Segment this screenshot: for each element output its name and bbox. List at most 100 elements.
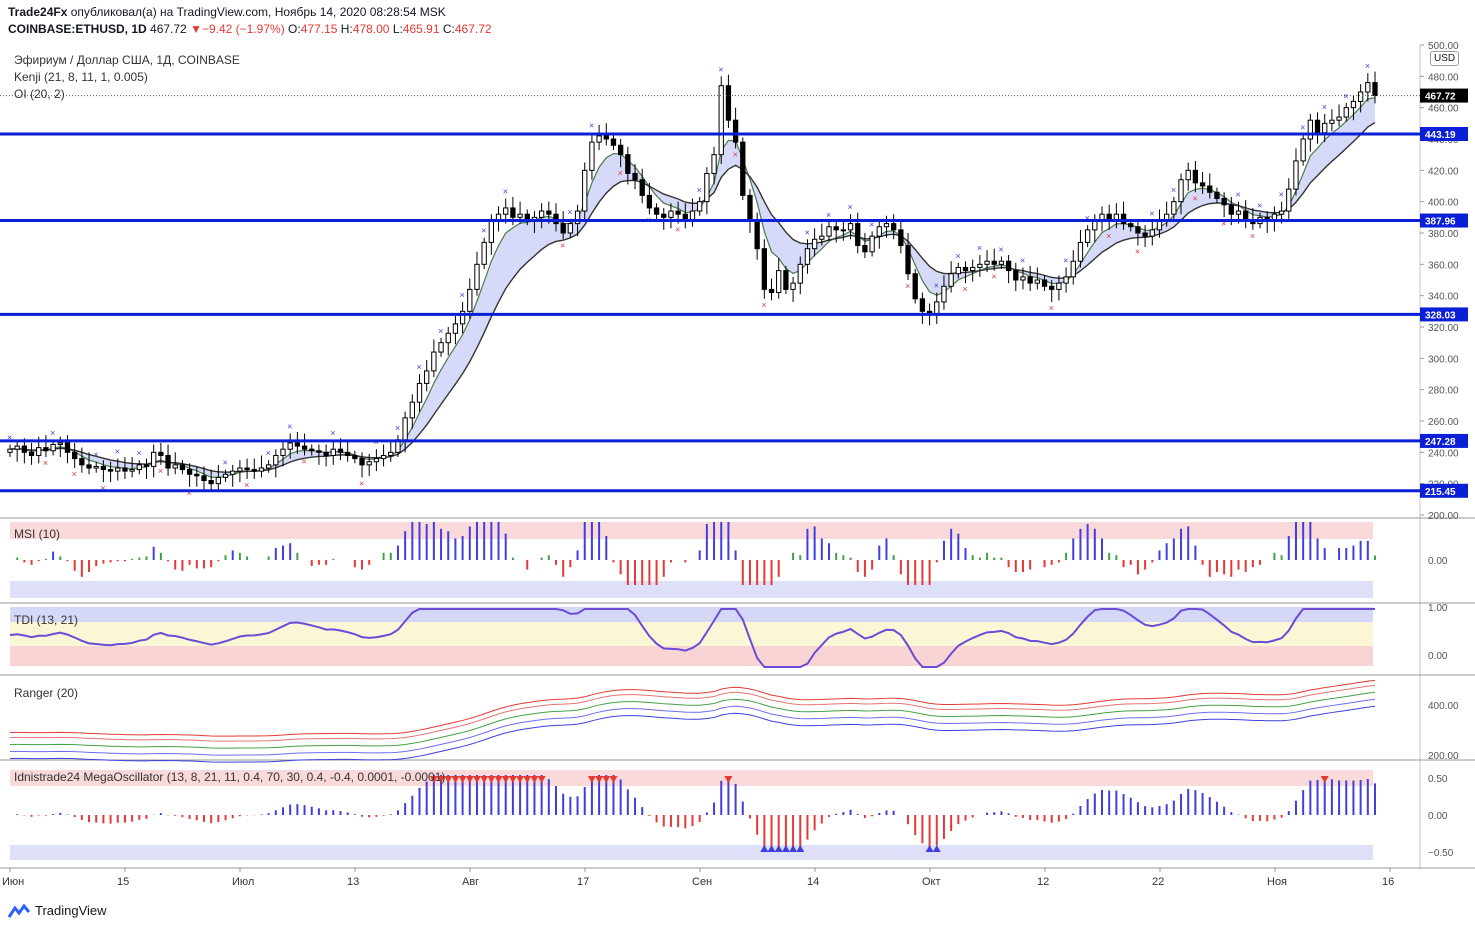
candle-body: [179, 464, 186, 471]
tdi-line: [9, 608, 1375, 668]
candle-body: [172, 464, 178, 469]
mega-sell-signal-icon: [609, 776, 618, 783]
buy-marker: ×: [718, 64, 723, 74]
candle-body: [891, 223, 897, 231]
candle-body: [459, 310, 466, 325]
candle-body: [366, 461, 372, 466]
currency-badge[interactable]: USD: [1430, 51, 1460, 66]
x-tick-label: Июл: [232, 876, 254, 888]
ranger-tick-label: 200.00: [1428, 751, 1459, 762]
candle-body: [431, 351, 437, 372]
buy-marker: ×: [1149, 208, 1154, 218]
footer-brand[interactable]: TradingView: [7, 903, 107, 918]
candle-body: [553, 213, 559, 225]
level-price-label: 387.96: [1425, 217, 1456, 228]
candle-body: [1314, 119, 1321, 134]
sell-marker: ×: [991, 272, 996, 282]
y-tick-label: 480.00: [1428, 72, 1459, 83]
sell-marker: ×: [1192, 193, 1197, 203]
buy-marker: ×: [589, 121, 594, 131]
candle-body: [510, 207, 516, 218]
candle-body: [416, 382, 423, 403]
x-tick-label: Окт: [922, 876, 941, 888]
candle-body: [287, 442, 293, 450]
msi-tick-label: 0.00: [1428, 556, 1448, 567]
candle-body: [754, 219, 760, 250]
mega-sell-signal-icon: [494, 776, 503, 783]
candle-body: [646, 194, 653, 209]
buy-marker: ×: [697, 185, 702, 195]
sell-marker: ×: [905, 281, 910, 291]
mega-sell-signal-icon: [451, 776, 460, 783]
buy-marker: ×: [934, 281, 939, 291]
candle-body: [1070, 260, 1076, 278]
x-tick-label: 22: [1152, 876, 1164, 888]
pane-msi-label[interactable]: MSI (10): [14, 527, 61, 541]
candle-body: [697, 201, 703, 212]
kenji-band-fill: [10, 97, 1375, 478]
mega-sell-signal-icon: [1320, 776, 1329, 783]
candle-body: [1185, 169, 1191, 181]
x-tick-label: 15: [117, 876, 129, 888]
candle-body: [136, 464, 142, 471]
candle-body: [100, 465, 107, 471]
buy-marker: ×: [1322, 102, 1327, 112]
last-price-label: 467.72: [1425, 92, 1456, 103]
candle-body: [230, 470, 236, 475]
buy-marker: ×: [417, 362, 422, 372]
mega-sell-signal-icon: [444, 776, 453, 783]
buy-marker: ×: [266, 448, 271, 458]
candle-body: [704, 172, 710, 203]
buy-marker: ×: [826, 210, 831, 220]
buy-marker: ×: [136, 448, 141, 458]
candle-body: [301, 445, 308, 450]
candle-body: [151, 451, 157, 467]
candle-body: [546, 210, 552, 215]
candle-body: [158, 451, 164, 456]
buy-marker: ×: [395, 423, 400, 433]
y-tick-label: 360.00: [1428, 260, 1459, 271]
pane-mega-label[interactable]: Idnistrade24 MegaOscillator (13, 8, 21, …: [14, 770, 446, 784]
candle-body: [1149, 229, 1155, 237]
y-tick-label: 240.00: [1428, 448, 1459, 459]
price-change: −9.42 (−1.97%): [201, 22, 285, 36]
mega-tick-label: −0.50: [1428, 848, 1454, 859]
level-price-tag: [1420, 307, 1468, 322]
candle-body: [833, 226, 839, 231]
candle-body: [589, 141, 595, 171]
candle-body: [79, 458, 85, 466]
legend-oi[interactable]: OI (20, 2): [14, 87, 65, 101]
candle-body: [811, 238, 818, 250]
candle-body: [28, 451, 35, 456]
candle-body: [1293, 160, 1299, 190]
candle-body: [826, 226, 832, 237]
x-tick-label: 17: [577, 876, 589, 888]
y-tick-label: 500.00: [1428, 41, 1459, 52]
sell-marker: ×: [72, 469, 77, 479]
candle-body: [898, 229, 904, 247]
mega-sell-signal-icon: [587, 776, 596, 783]
pane-ranger-label[interactable]: Ranger (20): [14, 686, 79, 700]
sell-marker: ×: [100, 483, 105, 493]
candle-body: [86, 464, 92, 469]
mega-sell-signal-icon: [437, 776, 446, 783]
legend-title[interactable]: Эфириум / Доллар США, 1Д, COINBASE: [14, 53, 240, 67]
candle-body: [445, 332, 451, 344]
candle-body: [625, 154, 631, 174]
candle-body: [711, 154, 717, 174]
candle-body: [481, 241, 487, 265]
ranger-band-line: [9, 698, 1376, 756]
mega-buy-signal-icon: [925, 845, 934, 852]
buy-marker: ×: [287, 422, 292, 432]
x-tick-label: 12: [1037, 876, 1049, 888]
candle-body: [948, 273, 954, 287]
msi-lower-zone: [10, 581, 1373, 598]
candle-body: [847, 223, 854, 231]
legend-kenji[interactable]: Kenji (21, 8, 11, 1, 0.005): [14, 70, 148, 84]
mega-sell-signal-icon: [523, 776, 532, 783]
pane-tdi-label[interactable]: TDI (13, 21): [14, 613, 79, 627]
candle-body: [876, 226, 882, 237]
buy-marker: ×: [567, 207, 572, 217]
level-price-label: 215.45: [1425, 487, 1456, 498]
